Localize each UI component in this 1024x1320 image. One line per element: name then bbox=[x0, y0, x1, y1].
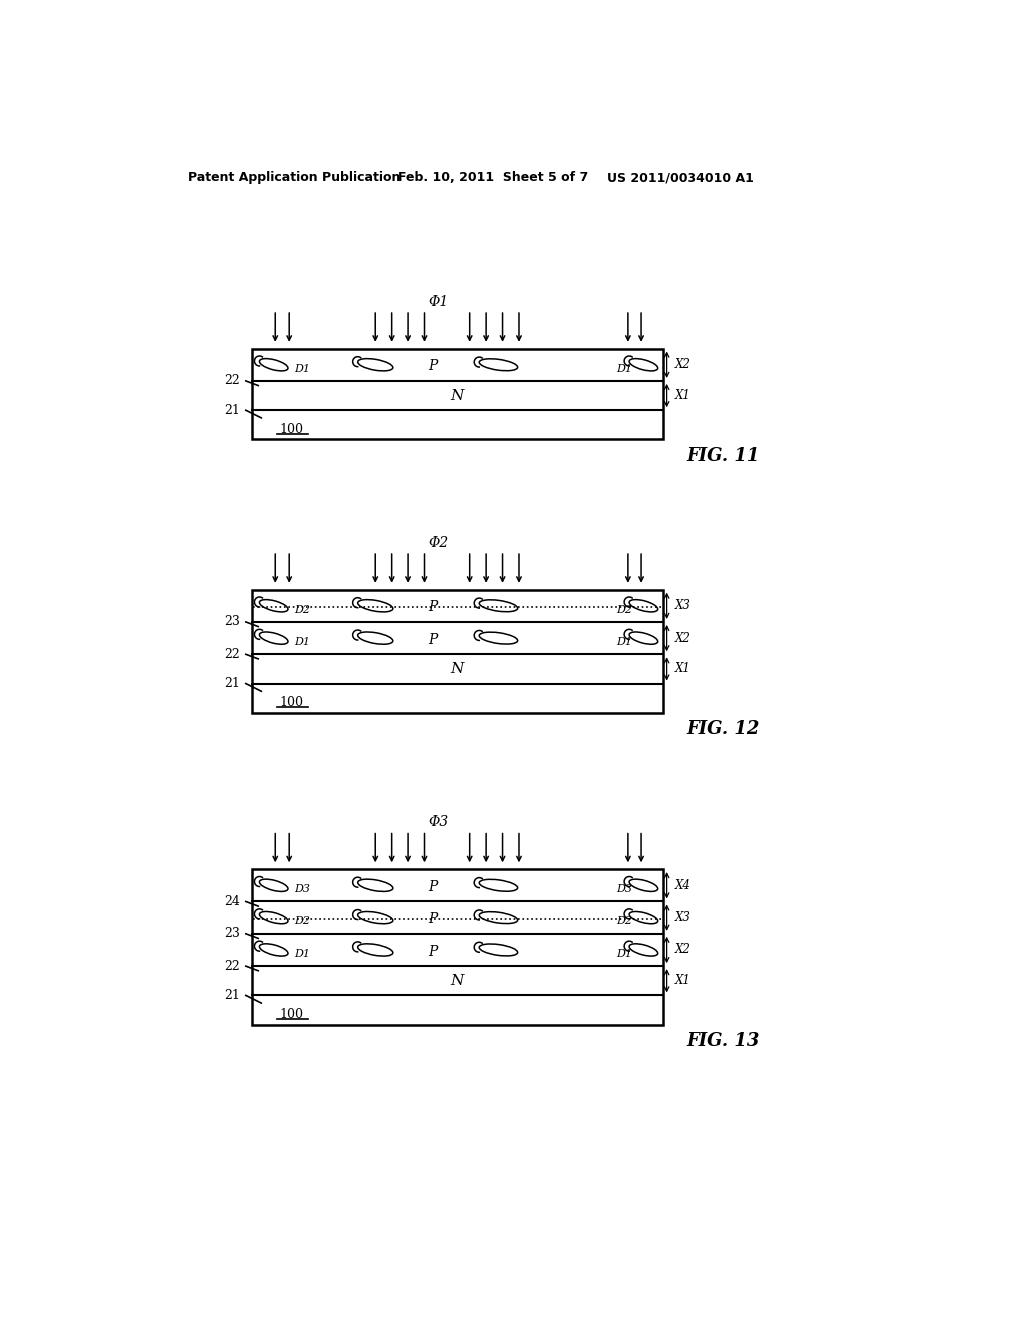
Text: X1: X1 bbox=[675, 389, 690, 403]
Text: D1: D1 bbox=[295, 638, 310, 647]
Text: 100: 100 bbox=[280, 422, 303, 436]
Text: X3: X3 bbox=[675, 599, 690, 612]
Text: 24: 24 bbox=[224, 895, 241, 908]
Text: D1: D1 bbox=[295, 949, 310, 958]
Text: 21: 21 bbox=[224, 404, 241, 417]
Text: N: N bbox=[451, 388, 464, 403]
Text: D1: D1 bbox=[295, 363, 310, 374]
Text: X2: X2 bbox=[675, 631, 690, 644]
Text: D3: D3 bbox=[295, 884, 310, 894]
Text: P: P bbox=[428, 945, 437, 958]
Text: D2: D2 bbox=[295, 916, 310, 927]
Text: X1: X1 bbox=[675, 974, 690, 987]
Text: X2: X2 bbox=[675, 944, 690, 957]
Text: Patent Application Publication: Patent Application Publication bbox=[188, 172, 400, 185]
Text: D2: D2 bbox=[295, 605, 310, 615]
Text: D1: D1 bbox=[616, 638, 632, 647]
Text: FIG. 13: FIG. 13 bbox=[686, 1032, 760, 1051]
Text: Φ2: Φ2 bbox=[428, 536, 449, 549]
Text: P: P bbox=[428, 359, 437, 374]
Text: 22: 22 bbox=[224, 960, 241, 973]
Text: 23: 23 bbox=[224, 615, 241, 628]
Text: P: P bbox=[428, 880, 437, 894]
Text: N: N bbox=[451, 974, 464, 987]
Text: Φ3: Φ3 bbox=[428, 814, 449, 829]
Bar bbox=[252, 869, 663, 1024]
Text: X4: X4 bbox=[675, 879, 690, 892]
Text: 22: 22 bbox=[224, 648, 241, 661]
Text: 22: 22 bbox=[224, 375, 241, 388]
Text: FIG. 11: FIG. 11 bbox=[686, 447, 760, 465]
Text: 21: 21 bbox=[224, 677, 241, 690]
Text: 100: 100 bbox=[280, 696, 303, 709]
Text: P: P bbox=[428, 632, 437, 647]
Text: 21: 21 bbox=[224, 989, 241, 1002]
Text: P: P bbox=[428, 912, 437, 927]
Text: D1: D1 bbox=[616, 949, 632, 958]
Text: P: P bbox=[428, 601, 437, 614]
Text: D1: D1 bbox=[616, 363, 632, 374]
Text: US 2011/0034010 A1: US 2011/0034010 A1 bbox=[607, 172, 754, 185]
Text: X3: X3 bbox=[675, 911, 690, 924]
Text: FIG. 12: FIG. 12 bbox=[686, 721, 760, 738]
Text: D3: D3 bbox=[616, 884, 632, 894]
Text: Φ1: Φ1 bbox=[428, 294, 449, 309]
Text: 23: 23 bbox=[224, 927, 241, 940]
Text: D2: D2 bbox=[616, 916, 632, 927]
Text: D2: D2 bbox=[616, 605, 632, 615]
Text: 100: 100 bbox=[280, 1008, 303, 1020]
Text: N: N bbox=[451, 661, 464, 676]
Bar bbox=[252, 348, 663, 440]
Bar bbox=[252, 590, 663, 713]
Text: Feb. 10, 2011  Sheet 5 of 7: Feb. 10, 2011 Sheet 5 of 7 bbox=[397, 172, 588, 185]
Text: X1: X1 bbox=[675, 663, 690, 676]
Text: X2: X2 bbox=[675, 358, 690, 371]
